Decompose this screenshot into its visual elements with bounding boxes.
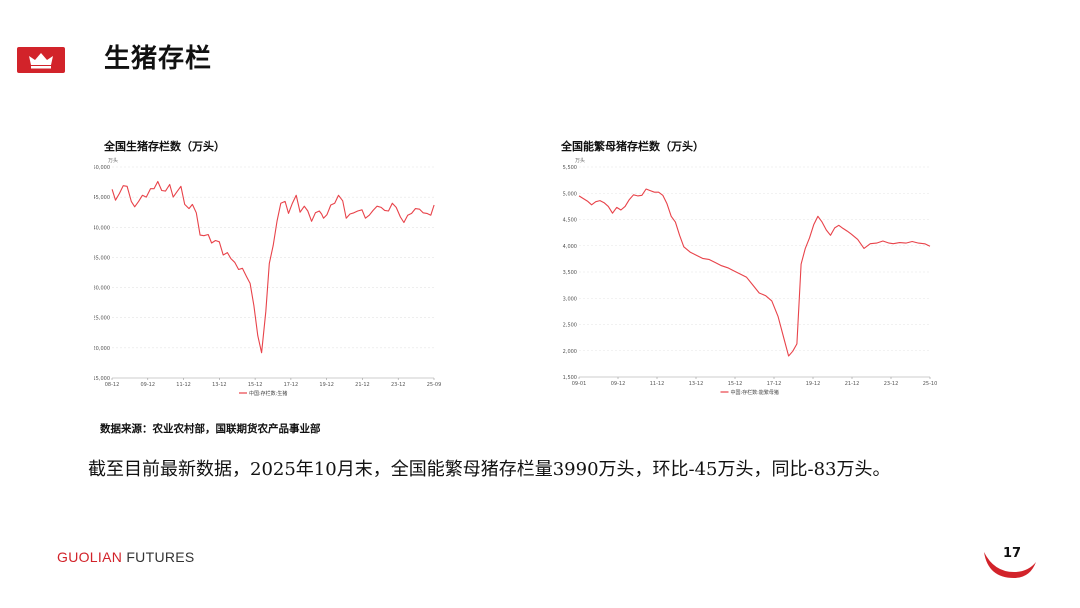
footer-brand: GUOLIAN FUTURES <box>57 549 195 565</box>
x-tick-label: 15-12 <box>728 381 743 387</box>
x-tick-label: 08-12 <box>105 382 120 388</box>
y-tick-label: 5,500 <box>563 165 577 171</box>
y-tick-label: 20,000 <box>94 346 110 352</box>
x-tick-label: 09-12 <box>141 382 156 388</box>
page-title: 生猪存栏 <box>104 44 213 74</box>
x-tick-label: 09-12 <box>611 381 626 387</box>
legend-label: 中国:存栏数:生猪 <box>249 390 287 396</box>
x-tick-label: 19-12 <box>319 382 334 388</box>
brand-name-part2: FUTURES <box>126 549 195 565</box>
x-tick-label: 19-12 <box>806 381 821 387</box>
y-tick-label: 35,000 <box>94 255 110 261</box>
y-tick-label: 50,000 <box>94 165 110 171</box>
chart-sow-inventory: 万头 1,500 2,000 2,500 3,000 3,500 4,000 4,500 5,0… <box>552 152 940 396</box>
summary-text: 截至目前最新数据，2025年10月末，全国能繁母猪存栏量3990万头，环比-45… <box>88 459 891 480</box>
x-tick-label: 11-12 <box>650 381 665 387</box>
y-tick-label: 3,000 <box>563 296 577 302</box>
x-tick-label: 13-12 <box>212 382 227 388</box>
y-tick-label: 30,000 <box>94 286 110 292</box>
series-line <box>111 180 435 354</box>
y-tick-label: 5,000 <box>563 191 577 197</box>
y-unit-label: 万头 <box>108 157 118 164</box>
legend-label: 中国:存栏数:能繁母猪 <box>731 389 779 396</box>
y-tick-label: 2,000 <box>563 349 577 355</box>
brand-name-part1: GUOLIAN <box>57 549 123 565</box>
x-tick-label: 25-09 <box>427 382 442 388</box>
x-tick-label: 23-12 <box>884 381 899 387</box>
x-tick-label: 17-12 <box>284 382 299 388</box>
x-tick-label: 23-12 <box>391 382 406 388</box>
series-line <box>578 188 931 357</box>
y-tick-label: 40,000 <box>94 225 110 231</box>
x-tick-label: 15-12 <box>248 382 263 388</box>
y-tick-label: 25,000 <box>94 316 110 322</box>
y-tick-label: 3,500 <box>563 270 577 276</box>
line-chart-hog-inventory: 万头 15,000 20,000 25,000 30,000 35,000 40,000 45… <box>93 157 442 397</box>
source-note: 数据来源：农业农村部，国联期货农产品事业部 <box>100 423 321 435</box>
y-tick-label: 4,500 <box>563 218 577 224</box>
x-tick-label: 21-12 <box>845 381 860 387</box>
x-tick-label: 17-12 <box>767 381 782 387</box>
y-tick-label: 4,000 <box>563 244 577 250</box>
page-swoosh-icon <box>984 552 1036 578</box>
chart-title-hog-inventory: 全国生猪存栏数（万头） <box>104 140 225 153</box>
x-tick-label: 09-01 <box>572 381 587 387</box>
chart-hog-inventory: 万头 15,000 20,000 25,000 30,000 35,000 40,000 45… <box>93 152 444 397</box>
y-unit-label: 万头 <box>575 157 585 164</box>
y-tick-label: 2,500 <box>563 323 577 329</box>
x-tick-label: 13-12 <box>689 381 704 387</box>
line-chart-sow-inventory: 万头 1,500 2,000 2,500 3,000 3,500 4,000 4,500 5,0… <box>563 157 938 396</box>
y-tick-label: 1,500 <box>563 375 577 381</box>
chart-title-sow-inventory: 全国能繁母猪存栏数（万头） <box>561 140 704 153</box>
y-tick-label: 45,000 <box>94 195 110 201</box>
page-number: 17 <box>1003 546 1022 561</box>
logo-badge <box>17 47 65 73</box>
crown-icon <box>29 53 53 69</box>
x-tick-label: 25-10 <box>923 381 938 387</box>
x-tick-label: 21-12 <box>355 382 370 388</box>
x-tick-label: 11-12 <box>176 382 191 388</box>
y-tick-label: 15,000 <box>94 376 110 382</box>
